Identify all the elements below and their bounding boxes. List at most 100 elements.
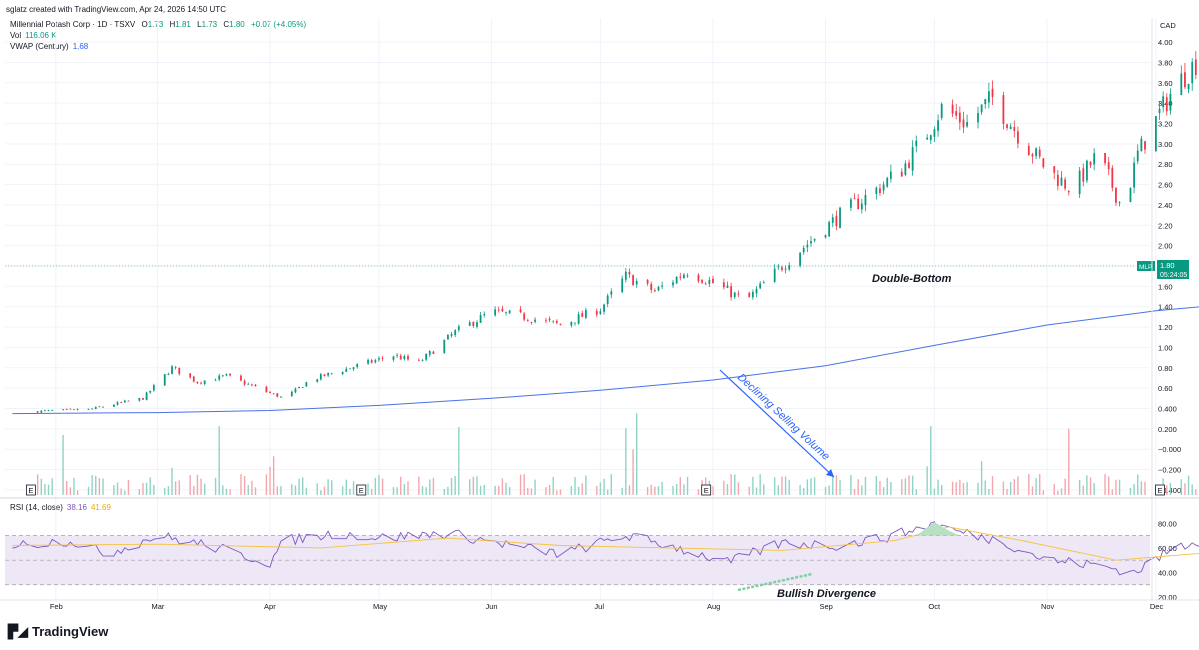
volume-bar bbox=[933, 488, 936, 495]
volume-bar bbox=[1129, 488, 1132, 495]
candle-body bbox=[751, 291, 754, 298]
candle-body bbox=[686, 275, 689, 277]
time-axis-label: May bbox=[373, 602, 387, 611]
tradingview-brand: TradingView bbox=[32, 624, 109, 639]
candle-body bbox=[1144, 141, 1146, 150]
time-axis-label: Jul bbox=[594, 602, 604, 611]
volume-bar bbox=[302, 477, 304, 495]
volume-bar bbox=[1104, 474, 1106, 495]
price-tick-label: 0.400 bbox=[1158, 404, 1177, 413]
volume-bar bbox=[425, 487, 427, 495]
volume-bar bbox=[1042, 490, 1045, 495]
candle-body bbox=[1089, 162, 1092, 166]
ticker-tag bbox=[1137, 261, 1155, 271]
candle-body bbox=[91, 408, 94, 410]
candle-body bbox=[675, 277, 678, 284]
volume-bar bbox=[40, 478, 43, 495]
candle-body bbox=[1053, 166, 1056, 173]
price-tick-label: 3.00 bbox=[1158, 140, 1173, 149]
candle-body bbox=[323, 374, 326, 377]
volume-bar bbox=[36, 474, 39, 495]
candle-body bbox=[123, 400, 126, 403]
candle-body bbox=[672, 282, 674, 286]
volume-bar bbox=[864, 476, 867, 495]
candle-body bbox=[879, 188, 881, 194]
volume-bar bbox=[400, 476, 402, 495]
candle-body bbox=[298, 386, 300, 389]
volume-bar bbox=[454, 475, 456, 495]
candle-body bbox=[192, 376, 195, 382]
candle-body bbox=[290, 391, 293, 397]
legend-rsi-ma: 41.69 bbox=[90, 503, 111, 512]
candle-body bbox=[294, 388, 297, 393]
candle-body bbox=[349, 368, 351, 370]
earnings-marker bbox=[26, 484, 36, 496]
candle-body bbox=[1042, 158, 1045, 168]
candle-body bbox=[708, 280, 711, 284]
volume-bar bbox=[886, 477, 888, 495]
volume-bar bbox=[730, 474, 732, 495]
legend-volume: Vol 116.06 K bbox=[10, 31, 57, 40]
volume-bar bbox=[167, 486, 170, 495]
volume-bar bbox=[501, 478, 504, 495]
rsi-ma-line bbox=[12, 526, 1199, 561]
legend-symbol: Millennial Potash Corp · 1D · TSXV bbox=[10, 20, 136, 29]
candle-body bbox=[1107, 162, 1110, 170]
candle-body bbox=[229, 373, 231, 376]
candle-body bbox=[1009, 126, 1012, 130]
candle-body bbox=[1158, 108, 1161, 113]
volume-bar bbox=[403, 483, 406, 495]
candle-body bbox=[51, 410, 54, 412]
candle-body bbox=[1184, 72, 1186, 88]
candle-body bbox=[813, 238, 816, 241]
candle-body bbox=[835, 215, 838, 227]
price-tick-label: 3.40 bbox=[1158, 99, 1173, 108]
candle-body bbox=[472, 321, 475, 327]
volume-bar bbox=[646, 487, 649, 495]
candle-body bbox=[904, 163, 907, 175]
candle-body bbox=[196, 381, 199, 384]
candle-body bbox=[889, 171, 892, 179]
volume-bar bbox=[625, 428, 627, 495]
volume-bar bbox=[178, 480, 180, 495]
candle-body bbox=[683, 274, 685, 279]
candle-body bbox=[76, 409, 79, 411]
volume-bar bbox=[171, 467, 173, 495]
candle-body bbox=[1002, 95, 1005, 124]
candle-body bbox=[1078, 170, 1081, 195]
chart-credit: sglatz created with TradingView.com, Apr… bbox=[6, 5, 226, 14]
candle-body bbox=[1133, 162, 1136, 188]
price-tick-label: 0.60 bbox=[1158, 384, 1173, 393]
volume-bar bbox=[1009, 481, 1012, 495]
price-tick-label: 1.00 bbox=[1158, 343, 1173, 352]
ticker-tag-label: MLP bbox=[1139, 264, 1152, 271]
candle-body bbox=[991, 88, 994, 97]
candle-body bbox=[396, 355, 399, 357]
volume-bar bbox=[915, 489, 917, 495]
volume-bar bbox=[636, 413, 638, 495]
candle-body bbox=[570, 321, 573, 326]
volume-bar bbox=[193, 486, 195, 495]
candle-body bbox=[595, 310, 598, 315]
candle-body bbox=[1086, 160, 1088, 181]
volume-bar bbox=[291, 484, 293, 495]
volume-bar bbox=[243, 476, 246, 495]
volume-bar bbox=[1035, 478, 1037, 495]
candle-body bbox=[624, 271, 627, 280]
volume-bar bbox=[127, 480, 130, 495]
volume-bar bbox=[737, 482, 740, 495]
candle-body bbox=[1154, 116, 1157, 152]
candle-body bbox=[87, 408, 90, 410]
candle-body bbox=[1082, 168, 1085, 182]
price-tick-label: 0.200 bbox=[1158, 425, 1177, 434]
candle-body bbox=[1129, 187, 1132, 203]
volume-bar bbox=[1118, 479, 1121, 495]
volume-bar bbox=[352, 481, 355, 495]
candle-body bbox=[584, 310, 587, 318]
candle-body bbox=[265, 386, 268, 392]
volume-trend-arrowhead bbox=[826, 469, 834, 477]
candle-body bbox=[142, 398, 144, 400]
legend-open: 1.73 bbox=[147, 20, 164, 29]
price-tick-label: −0.400 bbox=[1158, 486, 1181, 495]
